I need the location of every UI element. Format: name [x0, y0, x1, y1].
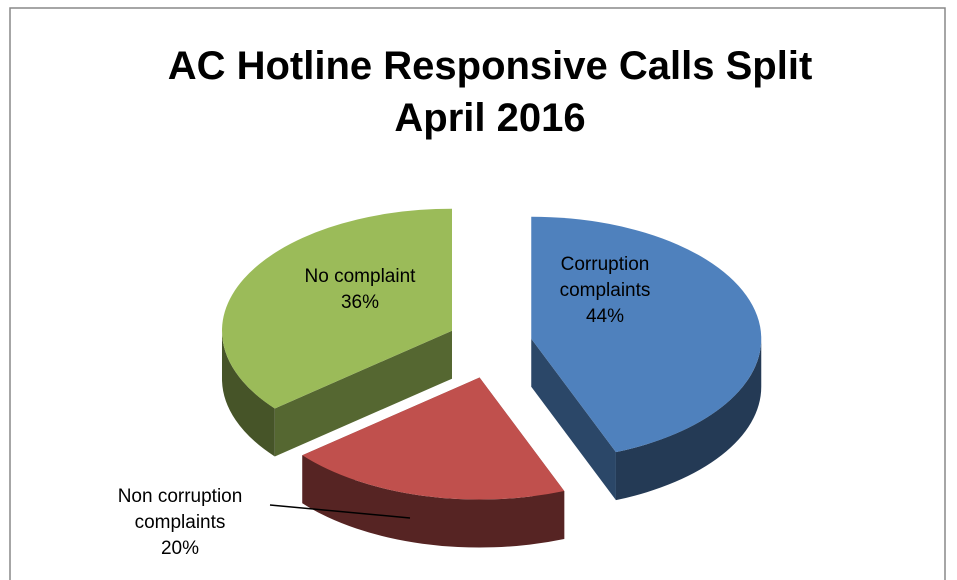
data-label-value: 36% — [340, 292, 380, 313]
slice-side — [221, 330, 275, 457]
slice-cut-face — [531, 338, 616, 501]
data-label: Non corruption complaints 20% — [95, 484, 265, 562]
data-label-value: 44% — [585, 306, 625, 327]
pie-slice — [221, 208, 452, 409]
data-label-category: No complaint — [304, 266, 416, 287]
slice-cut-face — [274, 330, 452, 457]
slice-side — [302, 455, 565, 548]
chart-title: AC Hotline Responsive Calls Split April … — [167, 44, 813, 140]
data-label-value: 20% — [160, 538, 200, 559]
data-label: Corruption complaints 44% — [525, 252, 685, 330]
data-label-category: Corruption complaints — [559, 254, 651, 301]
pie-slice — [302, 377, 565, 500]
pie-slice — [531, 216, 762, 453]
leader-line — [269, 504, 411, 519]
data-label: No complaint 36% — [275, 264, 445, 316]
slice-side — [615, 338, 762, 501]
data-label-category: Non corruption complaints — [117, 486, 243, 533]
chart-frame — [9, 7, 946, 580]
